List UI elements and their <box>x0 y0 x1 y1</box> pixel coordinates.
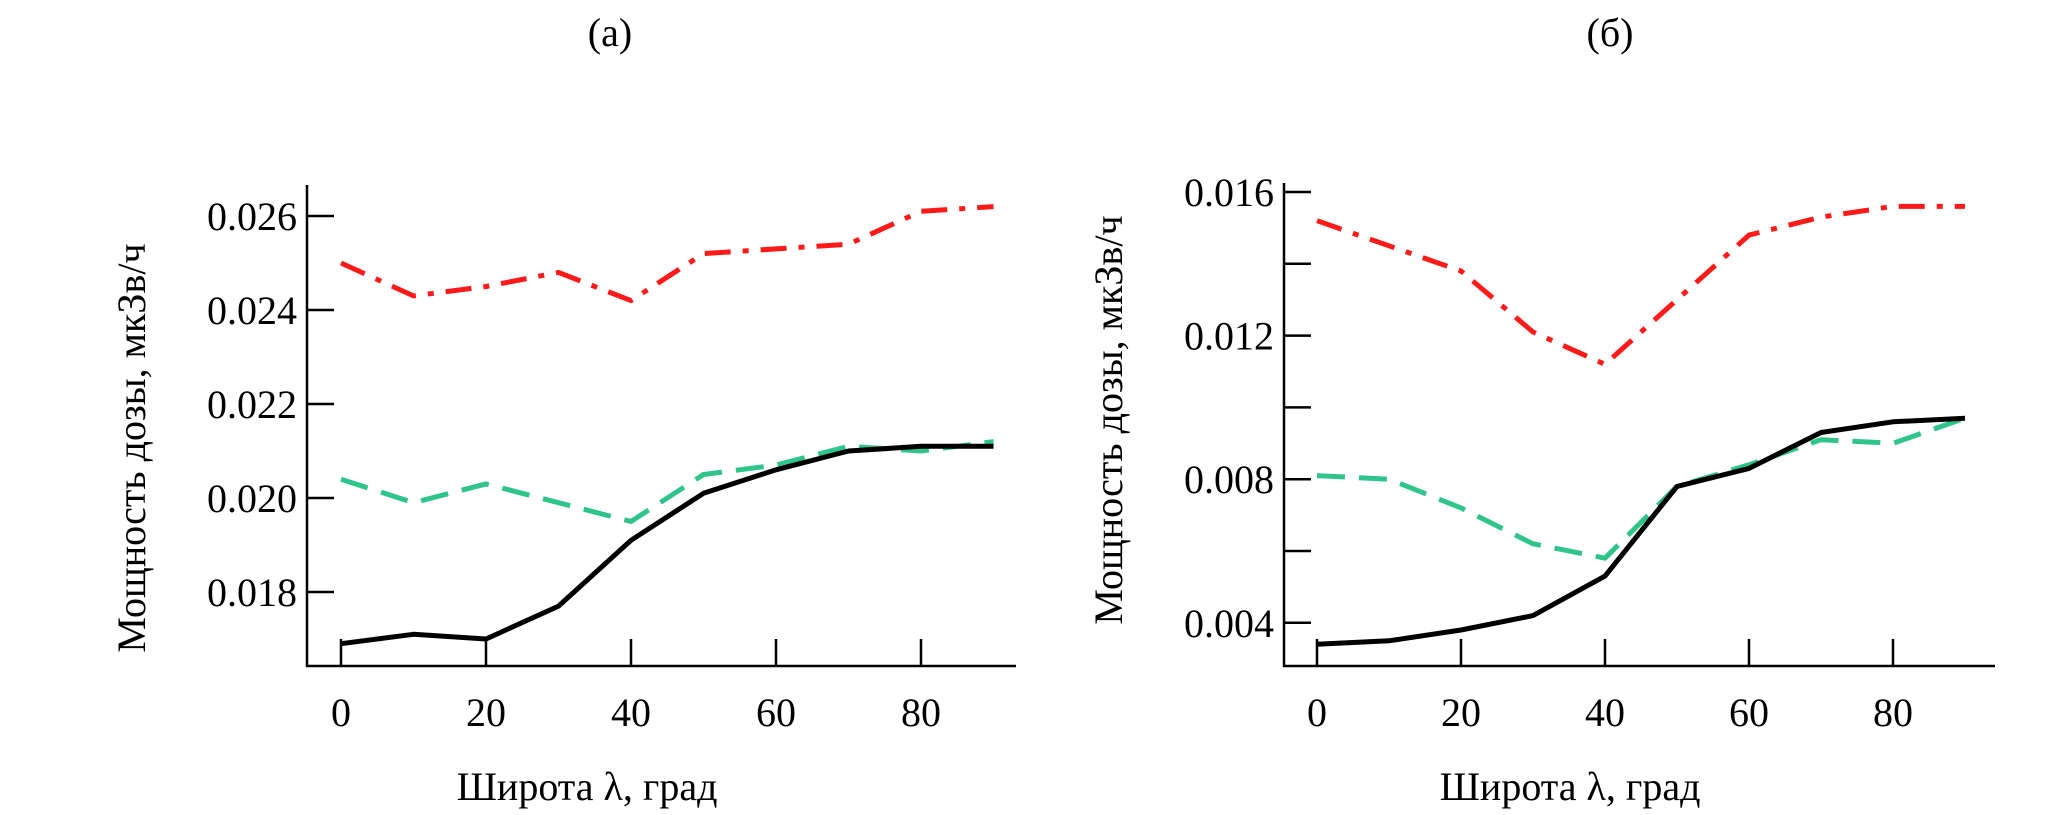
x-tick-label: 80 <box>901 690 941 735</box>
x-tick-label: 40 <box>611 690 651 735</box>
panel-title: (a) <box>588 10 632 55</box>
y-tick-label: 0.018 <box>207 570 297 615</box>
x-axis-label: Широта λ, град <box>457 764 718 809</box>
x-tick-label: 40 <box>1585 690 1625 735</box>
series-line-solid <box>1316 415 1966 647</box>
series-line-dashed <box>340 439 994 524</box>
x-tick-label: 80 <box>1873 690 1913 735</box>
y-tick-label: 0.026 <box>207 194 297 239</box>
series-line-dashdot <box>1316 203 1965 367</box>
y-axis-label: Мощность дозы, мкЗв/ч <box>109 243 154 652</box>
x-tick-label: 0 <box>331 690 351 735</box>
x-tick-label: 0 <box>1307 690 1327 735</box>
series-lines <box>339 204 994 647</box>
series-line-dashdot <box>339 204 994 304</box>
x-axis-label: Широта λ, град <box>1440 764 1701 809</box>
x-tick-label: 20 <box>466 690 506 735</box>
y-axis-label: Мощность дозы, мкЗв/ч <box>1086 215 1131 624</box>
x-tick-label: 20 <box>1441 690 1481 735</box>
ticks: 0 20 40 60 80 0.004 0.008 0.012 0.016 <box>1184 170 1913 735</box>
y-tick-label: 0.020 <box>207 476 297 521</box>
series-lines <box>1316 203 1966 647</box>
y-tick-label: 0.012 <box>1184 314 1274 359</box>
y-tick-label: 0.008 <box>1184 457 1274 502</box>
series-line-dashed <box>1316 415 1966 561</box>
x-tick-label: 60 <box>1729 690 1769 735</box>
panel-b: (б) Мощность дозы, мкЗв/ч Широта λ, град… <box>1086 10 1995 809</box>
ticks: 0 20 40 60 80 0.018 0.020 0.022 0.024 0.026 <box>207 194 941 735</box>
y-tick-label: 0.024 <box>207 288 297 333</box>
y-tick-label: 0.004 <box>1184 601 1274 646</box>
panel-a: (a) Мощность дозы, мкЗв/ч Широта λ, град… <box>109 10 1016 809</box>
series-line-solid <box>340 443 994 647</box>
y-tick-label: 0.016 <box>1184 170 1274 215</box>
x-tick-label: 60 <box>756 690 796 735</box>
y-tick-label: 0.022 <box>207 382 297 427</box>
panel-title: (б) <box>1587 10 1634 55</box>
